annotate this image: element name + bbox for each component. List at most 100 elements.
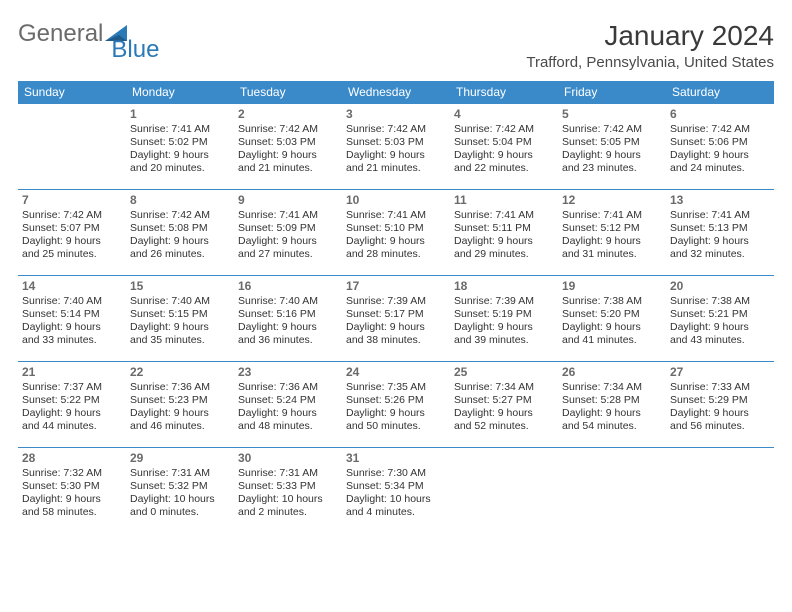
- sunset-line: Sunset: 5:09 PM: [238, 222, 338, 235]
- daylight-line: and 52 minutes.: [454, 420, 554, 433]
- daylight-line: and 26 minutes.: [130, 248, 230, 261]
- day-cell: 13Sunrise: 7:41 AMSunset: 5:13 PMDayligh…: [666, 190, 774, 276]
- day-cell: 3Sunrise: 7:42 AMSunset: 5:03 PMDaylight…: [342, 104, 450, 190]
- daylight-line: Daylight: 9 hours: [22, 407, 122, 420]
- day-cell: 19Sunrise: 7:38 AMSunset: 5:20 PMDayligh…: [558, 276, 666, 362]
- calendar-body: 1Sunrise: 7:41 AMSunset: 5:02 PMDaylight…: [18, 104, 774, 534]
- day-number: 21: [22, 365, 122, 379]
- daylight-line: Daylight: 9 hours: [670, 407, 770, 420]
- sunset-line: Sunset: 5:04 PM: [454, 136, 554, 149]
- day-cell: 14Sunrise: 7:40 AMSunset: 5:14 PMDayligh…: [18, 276, 126, 362]
- col-sunday: Sunday: [18, 81, 126, 104]
- day-number: 26: [562, 365, 662, 379]
- daylight-line: and 21 minutes.: [346, 162, 446, 175]
- daylight-line: and 2 minutes.: [238, 506, 338, 519]
- day-cell: 26Sunrise: 7:34 AMSunset: 5:28 PMDayligh…: [558, 362, 666, 448]
- sunrise-line: Sunrise: 7:42 AM: [670, 123, 770, 136]
- daylight-line: Daylight: 9 hours: [238, 235, 338, 248]
- day-number: 22: [130, 365, 230, 379]
- sunrise-line: Sunrise: 7:42 AM: [130, 209, 230, 222]
- day-number: 19: [562, 279, 662, 293]
- sunrise-line: Sunrise: 7:37 AM: [22, 381, 122, 394]
- sunset-line: Sunset: 5:23 PM: [130, 394, 230, 407]
- daylight-line: and 21 minutes.: [238, 162, 338, 175]
- daylight-line: Daylight: 10 hours: [238, 493, 338, 506]
- day-cell: [558, 448, 666, 534]
- sunset-line: Sunset: 5:12 PM: [562, 222, 662, 235]
- day-number: 18: [454, 279, 554, 293]
- week-row: 28Sunrise: 7:32 AMSunset: 5:30 PMDayligh…: [18, 448, 774, 534]
- daylight-line: Daylight: 9 hours: [562, 235, 662, 248]
- day-cell: 9Sunrise: 7:41 AMSunset: 5:09 PMDaylight…: [234, 190, 342, 276]
- daylight-line: Daylight: 9 hours: [130, 407, 230, 420]
- daylight-line: and 36 minutes.: [238, 334, 338, 347]
- sunset-line: Sunset: 5:24 PM: [238, 394, 338, 407]
- day-cell: 22 Sunrise: 7:36 AMSunset: 5:23 PMDayligh…: [126, 362, 234, 448]
- day-cell: 17Sunrise: 7:39 AMSunset: 5:17 PMDayligh…: [342, 276, 450, 362]
- daylight-line: and 20 minutes.: [130, 162, 230, 175]
- sunrise-line: Sunrise: 7:39 AM: [346, 295, 446, 308]
- sunset-line: Sunset: 5:29 PM: [670, 394, 770, 407]
- col-thursday: Thursday: [450, 81, 558, 104]
- sunset-line: Sunset: 5:05 PM: [562, 136, 662, 149]
- daylight-line: and 58 minutes.: [22, 506, 122, 519]
- sunrise-line: Sunrise: 7:41 AM: [346, 209, 446, 222]
- sunrise-line: Sunrise: 7:41 AM: [670, 209, 770, 222]
- sunrise-line: Sunrise: 7:34 AM: [454, 381, 554, 394]
- day-cell: 28Sunrise: 7:32 AMSunset: 5:30 PMDayligh…: [18, 448, 126, 534]
- page-title: January 2024: [526, 20, 774, 52]
- day-cell: 21Sunrise: 7:37 AMSunset: 5:22 PMDayligh…: [18, 362, 126, 448]
- sunset-line: Sunset: 5:02 PM: [130, 136, 230, 149]
- sunrise-line: Sunrise: 7:31 AM: [130, 467, 230, 480]
- day-cell: 25Sunrise: 7:34 AMSunset: 5:27 PMDayligh…: [450, 362, 558, 448]
- day-number: 31: [346, 451, 446, 465]
- col-monday: Monday: [126, 81, 234, 104]
- day-cell: 4Sunrise: 7:42 AMSunset: 5:04 PMDaylight…: [450, 104, 558, 190]
- daylight-line: and 33 minutes.: [22, 334, 122, 347]
- sunset-line: Sunset: 5:21 PM: [670, 308, 770, 321]
- week-row: 1Sunrise: 7:41 AMSunset: 5:02 PMDaylight…: [18, 104, 774, 190]
- daylight-line: and 38 minutes.: [346, 334, 446, 347]
- day-cell: 16Sunrise: 7:40 AMSunset: 5:16 PMDayligh…: [234, 276, 342, 362]
- day-cell: 1Sunrise: 7:41 AMSunset: 5:02 PMDaylight…: [126, 104, 234, 190]
- week-row: 7Sunrise: 7:42 AMSunset: 5:07 PMDaylight…: [18, 190, 774, 276]
- daylight-line: and 39 minutes.: [454, 334, 554, 347]
- sunset-line: Sunset: 5:15 PM: [130, 308, 230, 321]
- calendar-table: Sunday Monday Tuesday Wednesday Thursday…: [18, 81, 774, 534]
- day-cell: 2Sunrise: 7:42 AMSunset: 5:03 PMDaylight…: [234, 104, 342, 190]
- day-cell: 12 Sunrise: 7:41 AMSunset: 5:12 PMDayligh…: [558, 190, 666, 276]
- daylight-line: Daylight: 9 hours: [130, 149, 230, 162]
- day-cell: 30Sunrise: 7:31 AMSunset: 5:33 PMDayligh…: [234, 448, 342, 534]
- day-number: 9: [238, 193, 338, 207]
- daylight-line: Daylight: 9 hours: [22, 493, 122, 506]
- day-number: 12: [562, 193, 662, 207]
- sunset-line: Sunset: 5:07 PM: [22, 222, 122, 235]
- day-number: 30: [238, 451, 338, 465]
- sunset-line: Sunset: 5:20 PM: [562, 308, 662, 321]
- daylight-line: Daylight: 9 hours: [346, 149, 446, 162]
- daylight-line: Daylight: 9 hours: [670, 235, 770, 248]
- sunset-line: Sunset: 5:10 PM: [346, 222, 446, 235]
- header: General Blue January 2024 Trafford, Penn…: [18, 20, 774, 71]
- day-number: 27: [670, 365, 770, 379]
- sunrise-line: Sunrise: 7:38 AM: [670, 295, 770, 308]
- daylight-line: and 31 minutes.: [562, 248, 662, 261]
- day-number: 17: [346, 279, 446, 293]
- title-block: January 2024 Trafford, Pennsylvania, Uni…: [526, 20, 774, 71]
- day-number: 2: [238, 107, 338, 121]
- day-number: 29: [130, 451, 230, 465]
- sunrise-line: Sunrise: 7:39 AM: [454, 295, 554, 308]
- daylight-line: and 48 minutes.: [238, 420, 338, 433]
- day-number: 6: [670, 107, 770, 121]
- day-number: 1: [130, 107, 230, 121]
- day-number: 5: [562, 107, 662, 121]
- sunrise-line: Sunrise: 7:40 AM: [130, 295, 230, 308]
- sunrise-line: Sunrise: 7:40 AM: [238, 295, 338, 308]
- daylight-line: Daylight: 9 hours: [562, 321, 662, 334]
- daylight-line: Daylight: 9 hours: [130, 235, 230, 248]
- sunrise-line: Sunrise: 7:42 AM: [346, 123, 446, 136]
- logo-text-blue: Blue: [111, 36, 159, 64]
- sunrise-line: Sunrise: 7:41 AM: [562, 209, 662, 222]
- week-row: 21Sunrise: 7:37 AMSunset: 5:22 PMDayligh…: [18, 362, 774, 448]
- sunrise-line: Sunrise: 7:36 AM: [130, 381, 230, 394]
